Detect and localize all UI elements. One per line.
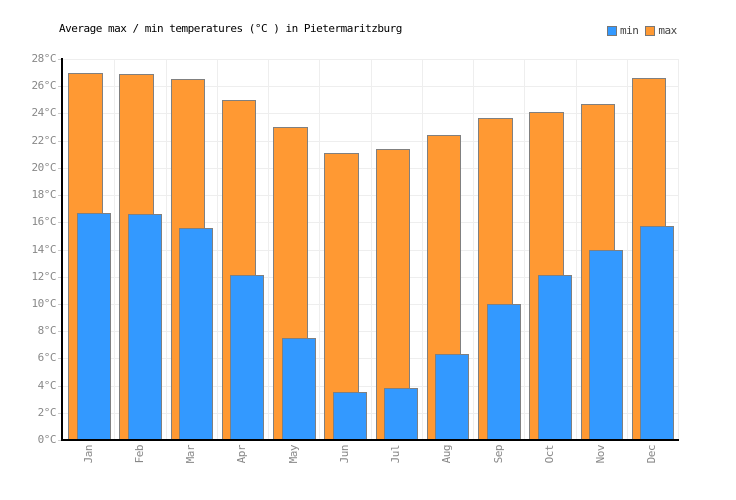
y-axis-tick-label: 6°C [37,351,57,365]
gridline-vertical [421,59,423,440]
gridline-vertical [216,59,218,440]
legend-swatch-max-icon [645,25,656,36]
month-label-text: Apr [235,445,249,464]
gridline-vertical [268,59,269,440]
legend: min max [607,24,677,37]
x-axis-month-label: May [286,445,302,463]
y-axis-tick [58,140,63,142]
gridline-vertical [575,59,577,440]
y-axis-tick-label: 26°C [31,79,57,93]
y-axis-tick-label: 0°C [37,433,57,446]
month-label-text: Mar [184,445,198,464]
legend-label-min: min [620,24,639,37]
month-label-text: Aug [440,445,454,464]
y-axis-tick [58,412,63,414]
y-axis-tick [58,385,63,387]
chart-title: Average max / min temperatures (°C ) in … [59,22,402,35]
gridline-vertical [165,59,167,440]
y-axis-tick-label: 20°C [31,160,57,174]
x-axis-month-label: Jul [388,445,404,463]
x-axis-month-label: Apr [234,445,250,463]
x-axis-month-label: Dec [644,445,660,463]
x-axis-month-label: Mar [183,445,199,463]
y-axis-tick [58,303,63,305]
bar-min-Sep [486,303,521,440]
month-label-text: May [286,445,300,464]
month-label-text: Jun [337,445,351,464]
month-label-text: Sep [491,445,505,464]
month-label-text: Feb [132,445,146,464]
gridline-vertical [524,59,526,440]
legend-item-max[interactable]: max [645,24,677,37]
y-axis-tick [58,86,63,88]
y-axis-tick [58,167,63,169]
month-label-text: Dec [645,445,659,464]
gridline-vertical [626,59,628,440]
y-axis-tick-label: 8°C [37,324,57,338]
y-axis-tick-label: 16°C [31,215,57,229]
bar-min-May [281,337,316,440]
bar-min-Apr [230,275,265,440]
x-axis-month-label: Sep [491,445,507,463]
y-axis-tick-label: 24°C [31,106,57,120]
x-axis-month-label: Jan [81,445,97,463]
bar-min-Nov [589,249,623,440]
bar-min-Jun [332,392,367,440]
gridline-vertical [370,59,372,440]
gridline-vertical [319,59,321,440]
bar-min-Jul [384,388,418,440]
bar-min-Oct [537,275,572,440]
x-axis-month-label: Feb [132,445,148,463]
month-label-text: Jul [389,445,403,464]
x-axis-month-label: Oct [542,445,558,463]
y-axis-tick [58,440,63,441]
legend-item-min[interactable]: min [607,24,639,37]
bar-min-Aug [435,354,470,440]
x-axis-month-label: Jun [337,445,353,463]
bar-min-Jan [76,212,111,440]
y-axis-tick [58,113,63,115]
bar-min-Feb [127,214,162,440]
y-axis-tick-label: 18°C [31,188,57,202]
y-axis-tick-label: 2°C [37,405,57,419]
month-label-text: Oct [542,445,556,464]
gridline-vertical [114,59,116,440]
bar-max-Jun [324,152,359,440]
x-axis-line [61,439,679,441]
y-axis-tick-label: 28°C [31,52,57,65]
y-axis-tick-label: 22°C [31,133,57,147]
y-axis-tick [58,59,63,60]
x-axis-month-label: Aug [439,445,455,463]
legend-label-max: max [658,24,677,37]
bar-min-Mar [179,227,213,440]
y-axis-tick [58,195,63,197]
y-axis-tick-label: 14°C [31,242,57,256]
y-axis-tick [58,358,63,360]
month-label-text: Nov [594,445,608,464]
y-axis-tick [58,331,63,333]
y-axis-tick [58,222,63,224]
gridline-vertical [678,59,679,440]
gridline-vertical [473,59,474,440]
y-axis-tick-label: 12°C [31,269,57,283]
bar-min-Dec [640,226,675,440]
legend-swatch-min-icon [607,25,617,36]
y-axis-tick-label: 10°C [31,296,57,310]
y-axis-tick [58,276,63,278]
x-axis-month-label: Nov [593,445,609,463]
y-axis-tick [58,249,63,251]
y-axis-tick-label: 4°C [37,378,57,392]
y-axis-line [61,58,63,441]
month-label-text: Jan [81,445,95,464]
